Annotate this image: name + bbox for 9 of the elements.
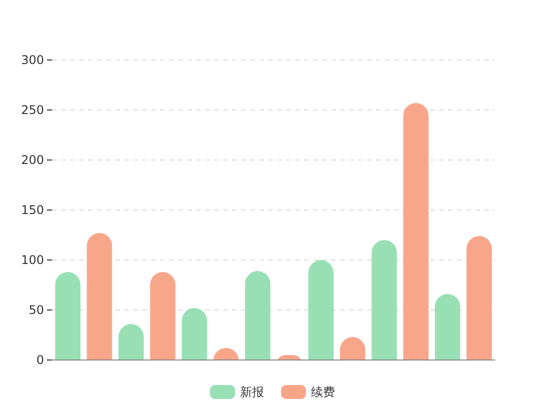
y-tick-label: 50 (28, 303, 44, 318)
y-tick-label: 100 (21, 253, 44, 268)
legend-label: 新报 (240, 385, 264, 400)
y-tick-label: 300 (21, 53, 44, 68)
y-tick-label: 250 (21, 103, 44, 118)
y-tick-label: 150 (21, 203, 44, 218)
legend-label: 续费 (311, 385, 335, 400)
y-tick-label: 0 (36, 353, 44, 368)
y-tick-label: 200 (21, 153, 44, 168)
